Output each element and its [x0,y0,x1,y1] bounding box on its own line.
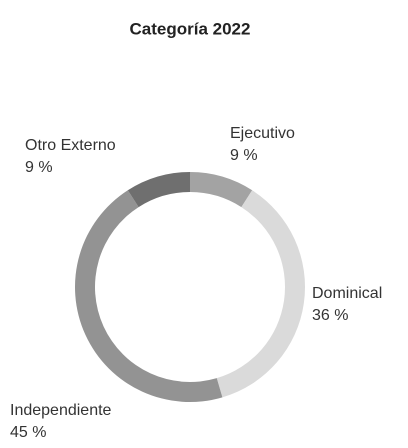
slice-label: Independiente [10,402,112,419]
slice-label: Dominical [312,285,382,302]
slice-value-label: 36 % [312,307,348,324]
slice-label: Ejecutivo [230,125,295,142]
donut-slice [216,190,305,398]
slice-value-label: 9 % [230,147,258,164]
donut-slice [190,172,253,208]
donut-slice [74,190,223,403]
donut-slice [127,172,190,208]
slice-value-label: 9 % [25,159,53,176]
slice-value-label: 45 % [10,424,46,441]
slice-label: Otro Externo [25,137,116,154]
chart-title: Categoría 2022 [130,19,251,38]
